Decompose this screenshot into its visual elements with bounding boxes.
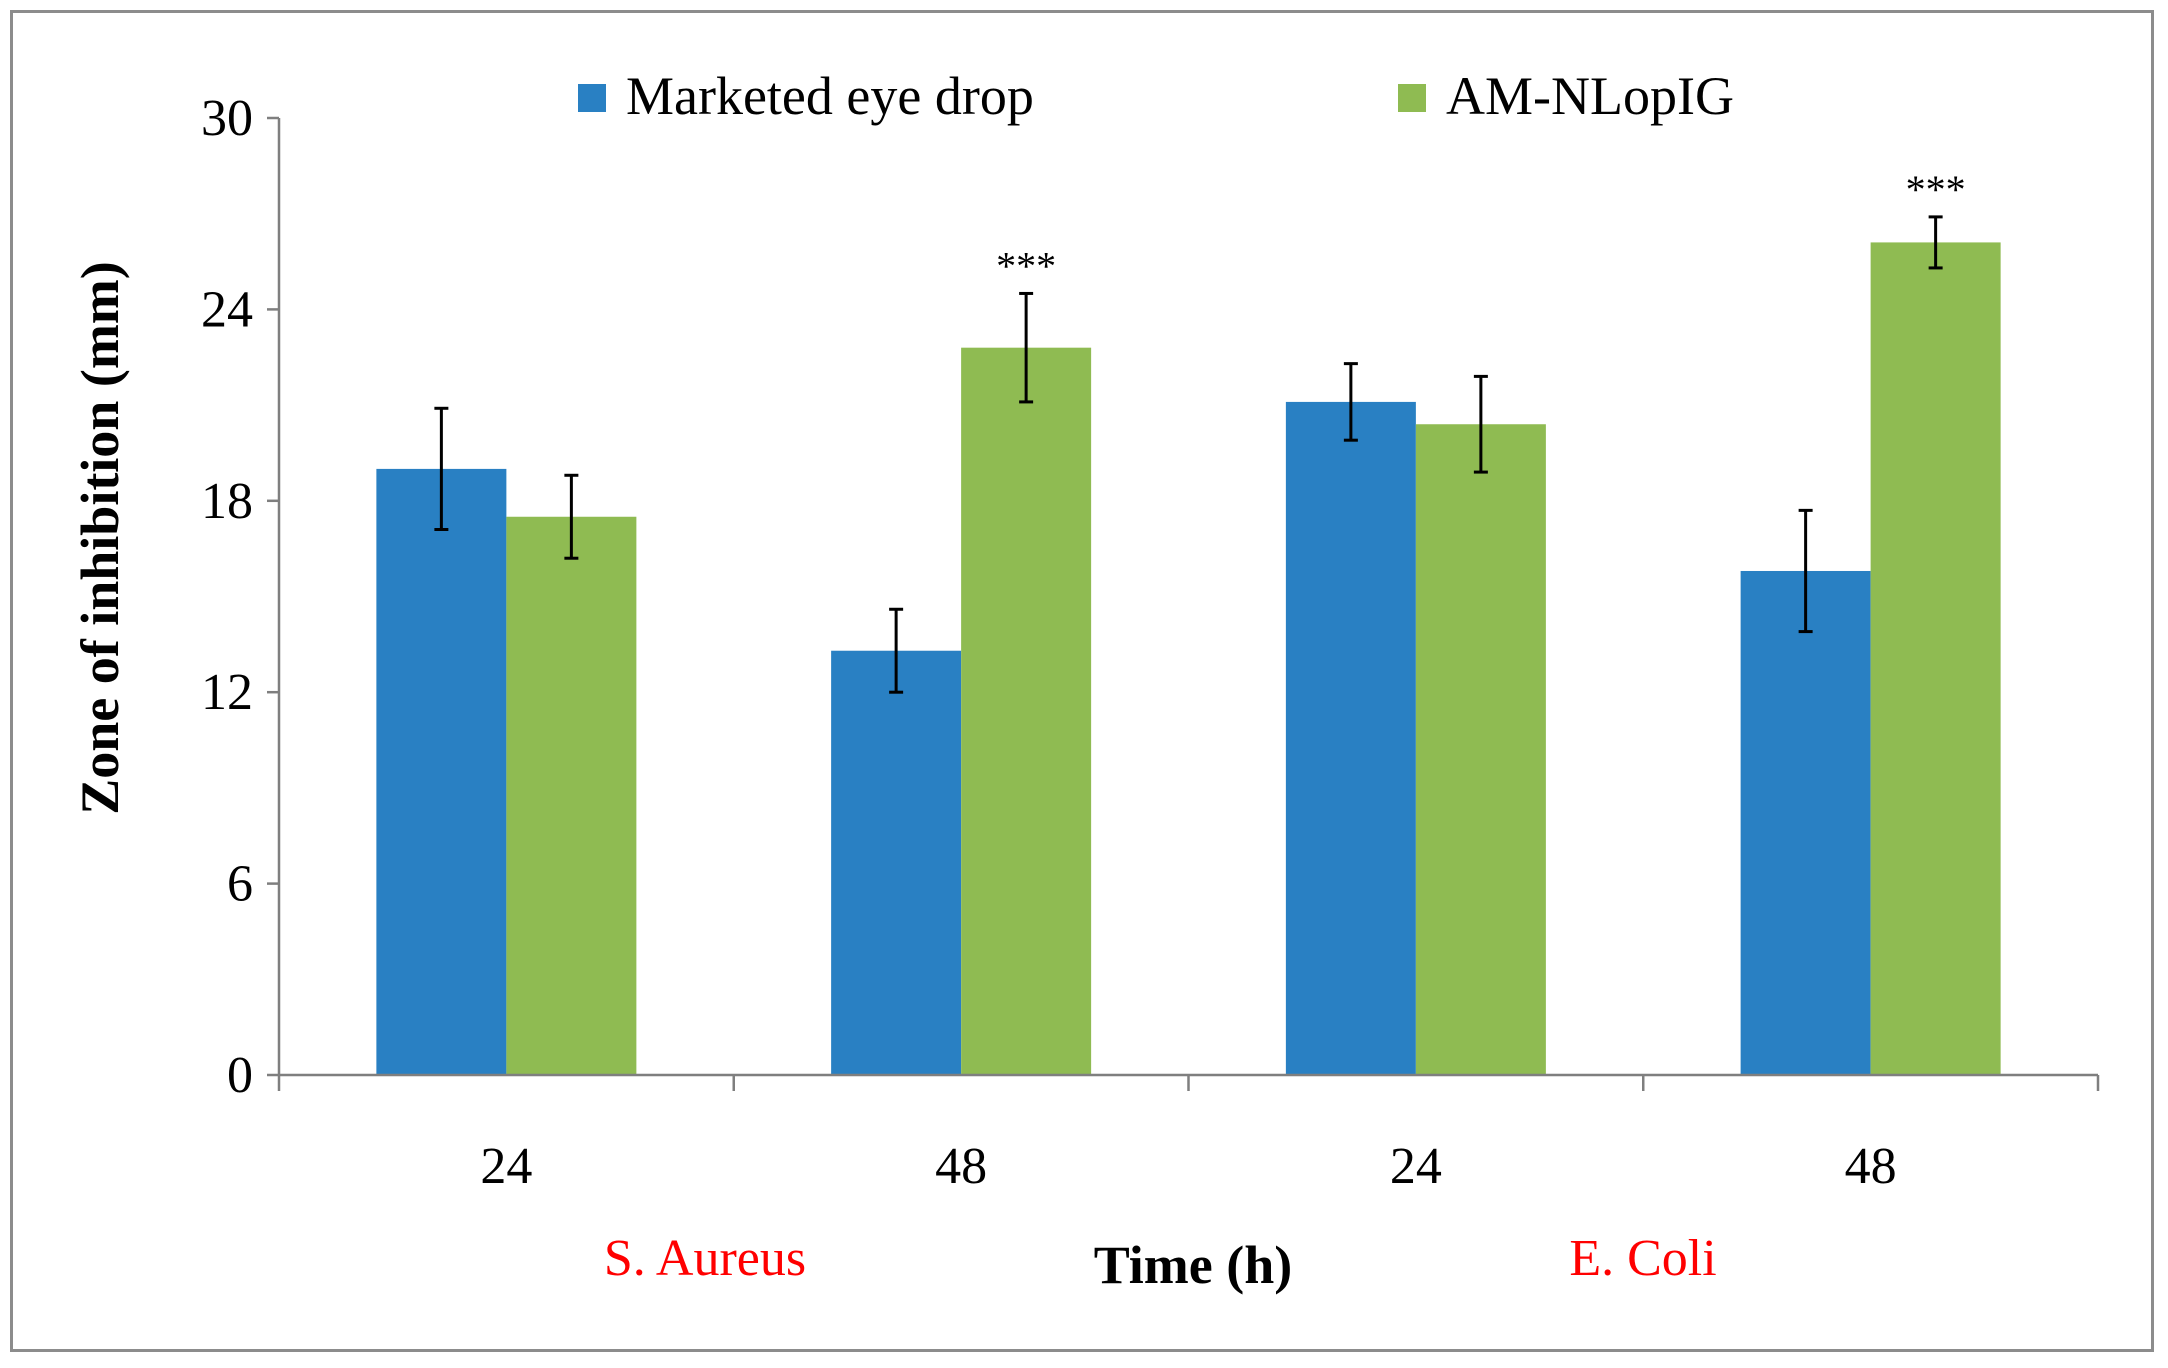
legend: Marketed eye drop AM-NLopIG xyxy=(578,66,1734,126)
error-bar-1-3 xyxy=(1928,215,1943,270)
group-label-s-aureus: S. Aureus xyxy=(604,1230,806,1287)
bar-chart: *** *** 0 6 12 18 24 30 24 48 24 48 S. Aureus E. Coli… xyxy=(70,66,2100,1295)
bar-marketed-eye-drop-0 xyxy=(376,468,507,1075)
y-tick-label: 30 xyxy=(201,90,253,147)
error-bar-0-3 xyxy=(1798,508,1813,634)
y-tick-label: 24 xyxy=(201,281,253,338)
x-tick-label: 48 xyxy=(935,1138,987,1195)
error-bars-layer xyxy=(434,215,1943,694)
axes-layer xyxy=(267,116,2100,1091)
y-tick-label: 12 xyxy=(201,664,253,721)
bar-marketed-eye-drop-2 xyxy=(1285,401,1416,1075)
x-tick-label: 48 xyxy=(1845,1138,1897,1195)
y-tick-label: 6 xyxy=(227,856,253,913)
bar-am-nlopig-3 xyxy=(1870,242,2001,1075)
x-tick-label: 24 xyxy=(1390,1138,1442,1195)
bars-layer xyxy=(376,242,2001,1075)
error-bar-1-2 xyxy=(1473,374,1488,474)
legend-swatch xyxy=(578,84,606,112)
error-bar-0-1 xyxy=(889,607,904,694)
error-bar-1-0 xyxy=(564,473,579,560)
bar-marketed-eye-drop-1 xyxy=(831,650,962,1075)
y-tick-label: 0 xyxy=(227,1047,253,1104)
bar-am-nlopig-1 xyxy=(961,347,1092,1075)
labels-layer: *** *** 0 6 12 18 24 30 24 48 24 48 S. Aureus E. Coli… xyxy=(70,90,1966,1295)
legend-item-marketed-eye-drop: Marketed eye drop xyxy=(578,66,1034,126)
group-label-e-coli: E. Coli xyxy=(1569,1230,1716,1287)
legend-item-am-nlopig: AM-NLopIG xyxy=(1398,66,1734,126)
error-bar-0-2 xyxy=(1343,362,1358,442)
y-axis-title: Zone of inhibition (mm) xyxy=(70,261,130,815)
error-bar-1-1 xyxy=(1019,291,1034,404)
error-bar-0-0 xyxy=(434,406,449,532)
x-tick-label: 24 xyxy=(480,1138,532,1195)
bar-am-nlopig-2 xyxy=(1415,424,1546,1075)
bar-marketed-eye-drop-3 xyxy=(1740,570,1871,1075)
bar-am-nlopig-0 xyxy=(506,516,637,1075)
legend-label: AM-NLopIG xyxy=(1446,66,1734,126)
chart-frame: *** *** 0 6 12 18 24 30 24 48 24 48 S. Aureus E. Coli… xyxy=(10,10,2154,1352)
y-tick-label: 18 xyxy=(201,473,253,530)
significance-label: *** xyxy=(996,243,1056,288)
legend-label: Marketed eye drop xyxy=(626,66,1034,126)
significance-label: *** xyxy=(1906,167,1966,212)
x-axis-title: Time (h) xyxy=(1094,1235,1293,1295)
legend-swatch xyxy=(1398,84,1426,112)
